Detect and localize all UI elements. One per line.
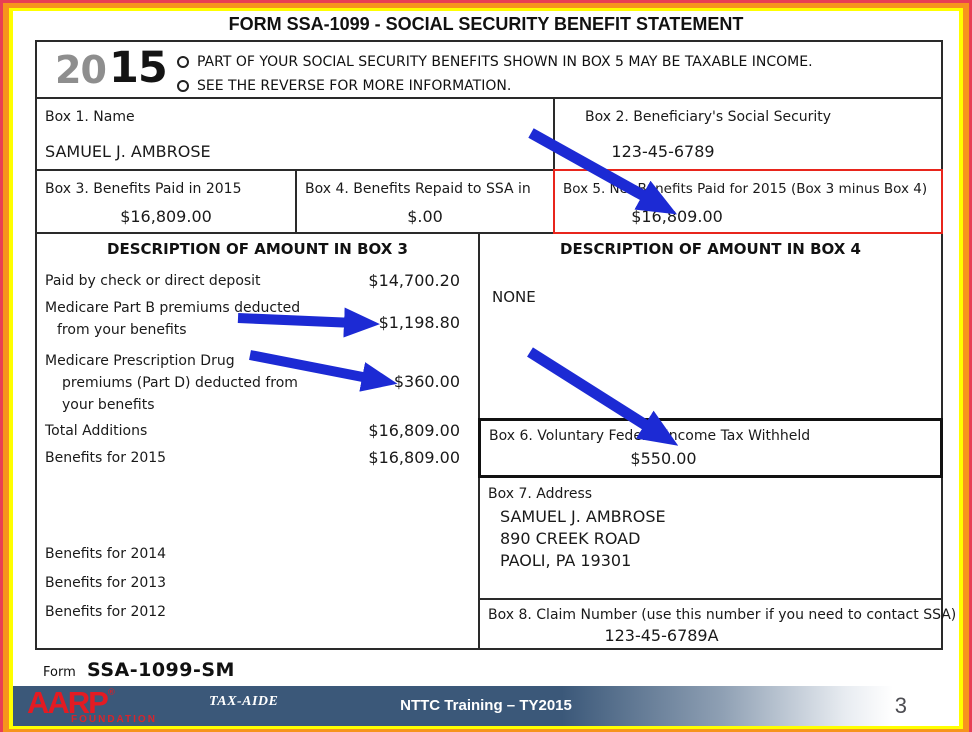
box5-value: $16,809.00 (631, 207, 723, 226)
form-name-value: SSA-1099-SM (87, 659, 235, 681)
box8-cell: Box 8. Claim Number (use this number if … (478, 598, 956, 650)
desc3-row-label: Benefits for 2013 (45, 575, 167, 591)
year-box: 20 15 PART OF YOUR SOCIAL SECURITY BENEF… (35, 40, 943, 99)
desc3-row-label: Medicare Part B premiums deducted from y… (45, 300, 301, 338)
desc3-row-value: $16,809.00 (368, 448, 460, 467)
registered-mark-icon: ® (106, 688, 116, 698)
bullet-item: SEE THE REVERSE FOR MORE INFORMATION. (177, 74, 813, 98)
desc3-row-label: Total Additions (45, 423, 148, 439)
box3-label: Box 3. Benefits Paid in 2015 (45, 181, 242, 197)
circle-bullet-icon (177, 56, 189, 68)
box1-value: SAMUEL J. AMBROSE (45, 142, 211, 161)
aarp-logo: AARP® FOUNDATION (27, 685, 157, 725)
desc3-row-label: Benefits for 2014 (45, 546, 167, 562)
box1-cell: Box 1. Name SAMUEL J. AMBROSE (35, 97, 555, 171)
box7-address-line: 890 CREEK ROAD (500, 529, 641, 548)
slide: FORM SSA-1099 - SOCIAL SECURITY BENEFIT … (13, 11, 959, 726)
circle-bullet-icon (177, 80, 189, 92)
footer-center-text: NTTC Training – TY2015 (400, 697, 572, 714)
footer-bar: AARP® FOUNDATION TAX-AIDE NTTC Training … (13, 686, 959, 726)
year-suffix: 15 (109, 43, 168, 93)
form-name-label: Form (43, 665, 76, 680)
aarp-wordmark: AARP (27, 685, 109, 720)
desc-box4-value: NONE (492, 288, 536, 306)
box7-cell: Box 7. Address SAMUEL J. AMBROSE 890 CRE… (478, 476, 943, 600)
desc3-row-value: $360.00 (393, 372, 460, 391)
slide-frame-yellow: FORM SSA-1099 - SOCIAL SECURITY BENEFIT … (9, 8, 963, 729)
box7-label: Box 7. Address (488, 486, 593, 502)
box5-cell-highlighted: Box 5. Net Benefits Paid for 2015 (Box 3… (553, 169, 943, 234)
bullet-item: PART OF YOUR SOCIAL SECURITY BENEFITS SH… (177, 50, 813, 74)
desc3-row-value: $16,809.00 (368, 421, 460, 440)
box8-value: 123-45-6789A (604, 626, 719, 645)
box8-label: Box 8. Claim Number (use this number if … (488, 607, 957, 623)
box4-label: Box 4. Benefits Repaid to SSA in (305, 181, 531, 197)
desc3-row-label: Benefits for 2012 (45, 604, 167, 620)
box2-value: 123-45-6789 (611, 142, 715, 161)
bullet-list: PART OF YOUR SOCIAL SECURITY BENEFITS SH… (177, 50, 813, 98)
desc-box4-cell: DESCRIPTION OF AMOUNT IN BOX 4 NONE (478, 232, 943, 420)
box4-value: $.00 (407, 207, 443, 226)
taxaide-label: TAX-AIDE (209, 694, 279, 709)
desc-box3-cell: DESCRIPTION OF AMOUNT IN BOX 3 Paid by c… (35, 232, 480, 650)
desc3-row-label: Paid by check or direct deposit (45, 273, 261, 289)
box7-address: SAMUEL J. AMBROSE 890 CREEK ROAD PAOLI, … (500, 506, 666, 572)
desc3-row-label: Benefits for 2015 (45, 450, 167, 466)
desc3-row-value: $14,700.20 (368, 271, 460, 290)
box4-cell: Box 4. Benefits Repaid to SSA in $.00 (295, 169, 555, 234)
box3-value: $16,809.00 (120, 207, 212, 226)
form-title: FORM SSA-1099 - SOCIAL SECURITY BENEFIT … (228, 14, 744, 34)
box6-label: Box 6. Voluntary Federal Income Tax With… (489, 428, 811, 444)
desc3-row-value: $1,198.80 (378, 313, 460, 332)
desc-box3-header: DESCRIPTION OF AMOUNT IN BOX 3 (107, 240, 408, 258)
box1-label: Box 1. Name (45, 109, 135, 125)
page-number: 3 (894, 693, 907, 718)
desc-box4-header: DESCRIPTION OF AMOUNT IN BOX 4 (560, 240, 861, 258)
bullet-text: SEE THE REVERSE FOR MORE INFORMATION. (197, 78, 512, 94)
year-prefix: 20 (55, 48, 107, 92)
bullet-text: PART OF YOUR SOCIAL SECURITY BENEFITS SH… (197, 54, 813, 70)
box7-address-line: SAMUEL J. AMBROSE (500, 507, 666, 526)
box6-value: $550.00 (630, 449, 697, 468)
box2-cell: Box 2. Beneficiary's Social Security 123… (553, 97, 943, 171)
slide-frame-orange: FORM SSA-1099 - SOCIAL SECURITY BENEFIT … (3, 3, 969, 732)
box5-label: Box 5. Net Benefits Paid for 2015 (Box 3… (563, 181, 928, 197)
desc3-row-label: Medicare Prescription Drug premiums (Par… (45, 353, 298, 413)
box3-cell: Box 3. Benefits Paid in 2015 $16,809.00 (35, 169, 297, 234)
box2-label: Box 2. Beneficiary's Social Security (585, 109, 832, 125)
aarp-foundation-label: FOUNDATION (71, 714, 157, 725)
box6-cell-highlighted: Box 6. Voluntary Federal Income Tax With… (478, 418, 943, 478)
box7-address-line: PAOLI, PA 19301 (500, 551, 632, 570)
